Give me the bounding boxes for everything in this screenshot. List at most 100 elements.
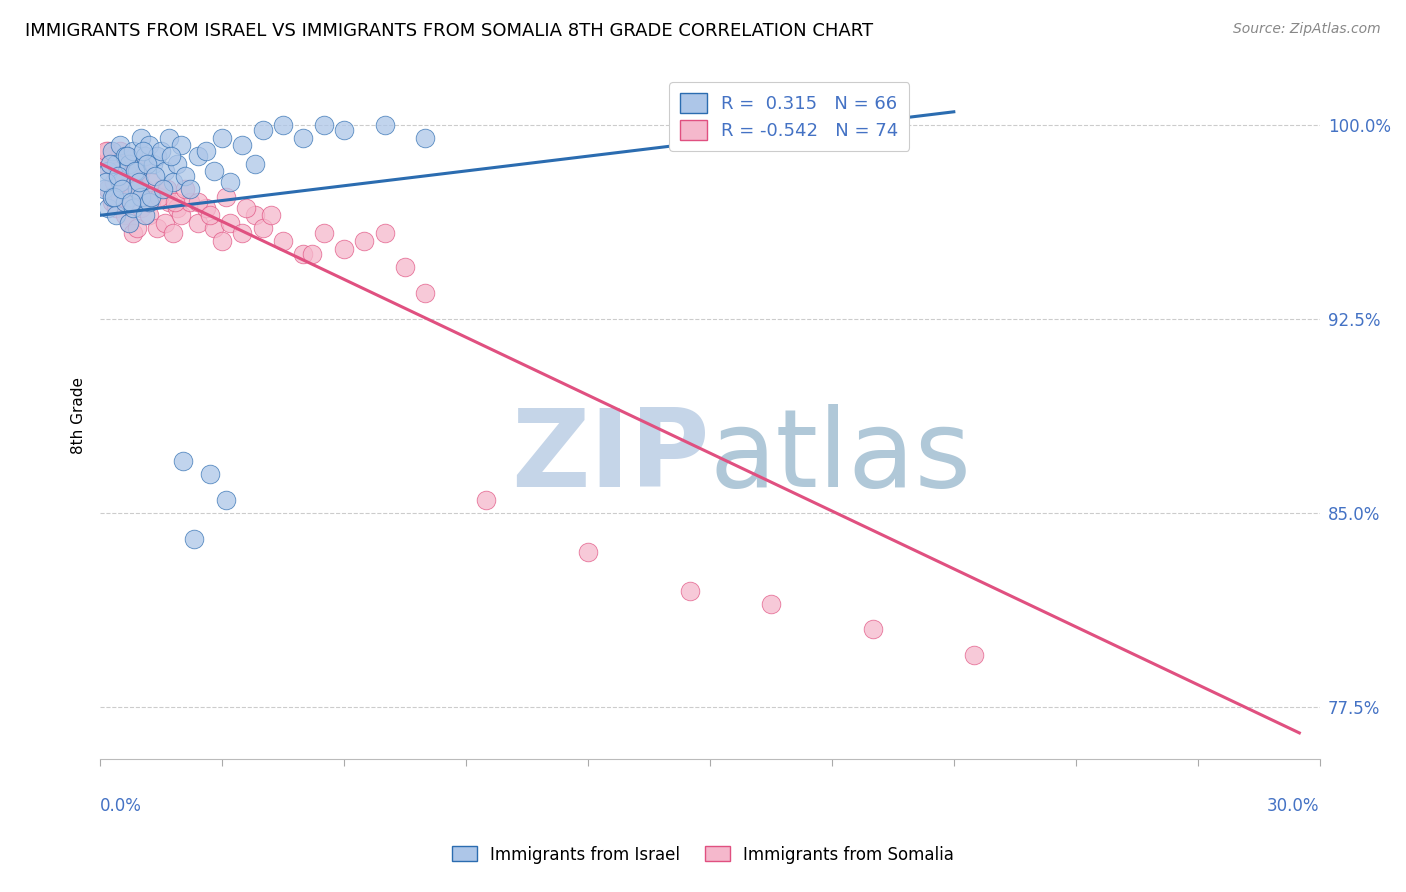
Point [576, 545, 599, 559]
Point [125, 182, 148, 196]
Point [105, 208, 128, 222]
Point [98, 156, 121, 170]
Point [96, 175, 118, 189]
Point [105, 156, 128, 170]
Point [198, 208, 221, 222]
Text: IMMIGRANTS FROM ISRAEL VS IMMIGRANTS FROM SOMALIA 8TH GRADE CORRELATION CHART: IMMIGRANTS FROM ISRAEL VS IMMIGRANTS FRO… [25, 22, 873, 40]
Text: 0.0%: 0.0% [100, 797, 142, 814]
Point [353, 234, 375, 248]
Legend: Immigrants from Israel, Immigrants from Somalia: Immigrants from Israel, Immigrants from … [446, 839, 960, 871]
Point [759, 597, 782, 611]
Point [374, 227, 396, 241]
Point [120, 195, 142, 210]
Point [129, 164, 152, 178]
Point [138, 195, 160, 210]
Point [179, 182, 201, 196]
Point [148, 190, 170, 204]
Point [117, 216, 139, 230]
Point [194, 144, 217, 158]
Point [187, 216, 209, 230]
Point [312, 118, 335, 132]
Point [243, 208, 266, 222]
Point [132, 144, 155, 158]
Point [678, 583, 700, 598]
Point [166, 201, 188, 215]
Point [271, 234, 294, 248]
Point [129, 201, 152, 215]
Point [101, 144, 124, 158]
Point [110, 138, 132, 153]
Point [105, 164, 128, 178]
Point [93, 182, 115, 196]
Point [134, 182, 156, 196]
Point [475, 493, 498, 508]
Point [143, 169, 166, 184]
Point [110, 175, 132, 189]
Point [117, 169, 139, 184]
Point [117, 216, 139, 230]
Point [135, 156, 157, 170]
Text: Source: ZipAtlas.com: Source: ZipAtlas.com [1233, 22, 1381, 37]
Point [128, 175, 150, 189]
Point [117, 156, 139, 170]
Point [124, 164, 146, 178]
Point [93, 156, 115, 170]
Point [97, 144, 120, 158]
Point [963, 648, 986, 663]
Point [152, 182, 174, 196]
Point [271, 118, 294, 132]
Point [101, 195, 124, 210]
Point [114, 149, 136, 163]
Point [101, 149, 124, 163]
Point [153, 216, 176, 230]
Point [194, 201, 217, 215]
Point [111, 182, 134, 196]
Point [162, 175, 184, 189]
Point [101, 190, 124, 204]
Point [198, 467, 221, 482]
Point [146, 221, 169, 235]
Point [107, 164, 129, 178]
Point [120, 190, 142, 204]
Point [125, 164, 148, 178]
Text: 30.0%: 30.0% [1267, 797, 1320, 814]
Point [415, 130, 437, 145]
Point [301, 247, 323, 261]
Point [98, 156, 121, 170]
Point [156, 182, 179, 196]
Point [333, 242, 356, 256]
Point [132, 156, 155, 170]
Point [219, 175, 242, 189]
Point [125, 221, 148, 235]
Point [114, 208, 136, 222]
Point [211, 130, 233, 145]
Point [139, 175, 162, 189]
Point [166, 156, 188, 170]
Point [114, 156, 136, 170]
Point [862, 623, 884, 637]
Point [374, 118, 396, 132]
Point [135, 195, 157, 210]
Point [115, 149, 138, 163]
Text: atlas: atlas [710, 404, 972, 510]
Point [121, 201, 143, 215]
Point [138, 138, 160, 153]
Point [111, 182, 134, 196]
Point [179, 195, 201, 210]
Y-axis label: 8th Grade: 8th Grade [72, 377, 86, 454]
Point [146, 149, 169, 163]
Point [129, 190, 152, 204]
Point [292, 247, 315, 261]
Point [235, 201, 257, 215]
Point [215, 190, 238, 204]
Point [415, 285, 437, 300]
Point [162, 227, 184, 241]
Point [202, 221, 225, 235]
Point [121, 227, 143, 241]
Point [103, 190, 125, 204]
Point [121, 175, 143, 189]
Point [138, 208, 160, 222]
Point [202, 164, 225, 178]
Point [187, 195, 209, 210]
Point [97, 164, 120, 178]
